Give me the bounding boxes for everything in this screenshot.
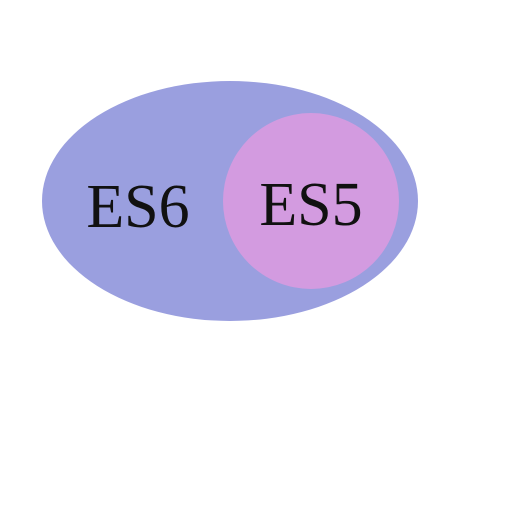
es5-subset-circle [223, 113, 399, 289]
es5-label: ES5 [259, 171, 362, 239]
es6-label: ES6 [86, 173, 189, 241]
